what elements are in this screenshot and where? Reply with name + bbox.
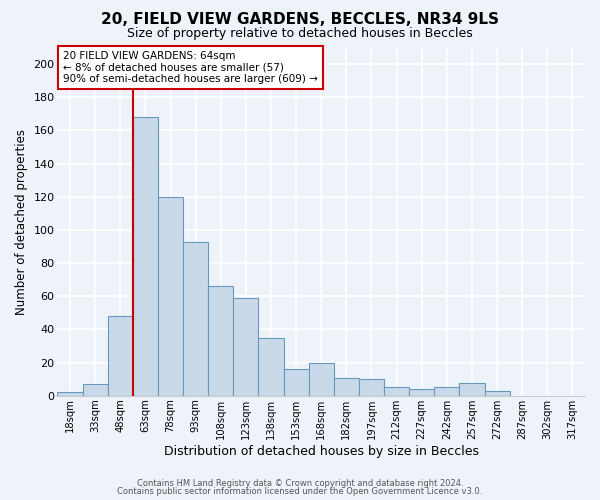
- Text: Size of property relative to detached houses in Beccles: Size of property relative to detached ho…: [127, 28, 473, 40]
- Bar: [133, 117, 158, 396]
- Bar: [334, 378, 359, 396]
- Bar: [434, 388, 460, 396]
- Bar: [460, 382, 485, 396]
- Bar: [83, 384, 108, 396]
- Bar: [485, 391, 509, 396]
- Bar: [409, 389, 434, 396]
- Bar: [233, 298, 259, 396]
- Bar: [108, 316, 133, 396]
- Bar: [384, 388, 409, 396]
- Bar: [58, 392, 83, 396]
- Bar: [183, 242, 208, 396]
- Text: 20 FIELD VIEW GARDENS: 64sqm
← 8% of detached houses are smaller (57)
90% of sem: 20 FIELD VIEW GARDENS: 64sqm ← 8% of det…: [63, 51, 317, 84]
- Bar: [208, 286, 233, 396]
- Bar: [259, 338, 284, 396]
- Bar: [308, 362, 334, 396]
- Bar: [158, 197, 183, 396]
- Y-axis label: Number of detached properties: Number of detached properties: [15, 128, 28, 314]
- Text: Contains HM Land Registry data © Crown copyright and database right 2024.: Contains HM Land Registry data © Crown c…: [137, 478, 463, 488]
- Bar: [284, 370, 308, 396]
- Bar: [359, 379, 384, 396]
- Text: Contains public sector information licensed under the Open Government Licence v3: Contains public sector information licen…: [118, 487, 482, 496]
- Text: 20, FIELD VIEW GARDENS, BECCLES, NR34 9LS: 20, FIELD VIEW GARDENS, BECCLES, NR34 9L…: [101, 12, 499, 28]
- X-axis label: Distribution of detached houses by size in Beccles: Distribution of detached houses by size …: [164, 444, 479, 458]
